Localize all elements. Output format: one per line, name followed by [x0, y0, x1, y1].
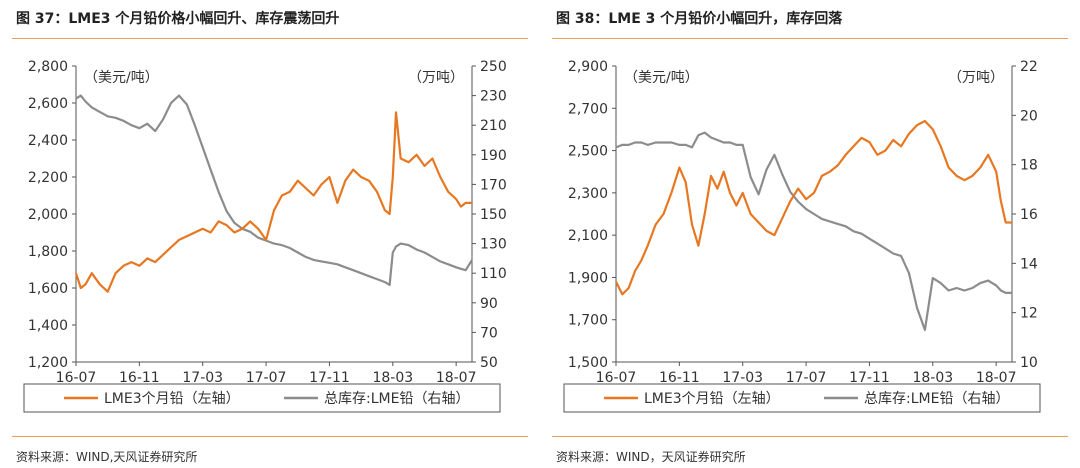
lead-price-line — [74, 111, 472, 293]
y-left-tick-label: 2,100 — [568, 228, 608, 244]
y-right-tick-label: 12 — [1020, 306, 1038, 322]
y-left-tick-label: 2,300 — [568, 186, 608, 202]
x-tick-label: 16-07 — [56, 370, 97, 386]
y-left-tick-label: 1,200 — [28, 355, 68, 371]
figure-38-source: 资料来源：WIND，天风证券研究所 — [556, 450, 746, 464]
lead-inventory-line — [75, 94, 473, 287]
right-unit-label: （万吨） — [408, 70, 464, 86]
y-left-tick-label: 2,500 — [568, 144, 608, 160]
y-right-tick-label: 16 — [1020, 207, 1038, 223]
y-right-tick-label: 210 — [480, 118, 507, 134]
x-tick-label: 17-03 — [722, 370, 763, 386]
y-right-tick-label: 22 — [1020, 59, 1038, 75]
x-tick-label: 17-03 — [182, 370, 223, 386]
figure-38-title: 图 38：LME 3 个月铅价小幅回升，库存回落 — [556, 11, 843, 27]
x-tick-label: 18-03 — [372, 370, 413, 386]
left-unit-label: （美元/吨） — [624, 70, 699, 86]
y-right-tick-label: 230 — [480, 89, 507, 105]
y-left-tick-label: 1,800 — [28, 244, 68, 260]
figure-37-chart: 1,200 1,400 1,600 1,800 2,000 2,200 2,400 2,600… — [23, 59, 507, 413]
figure-37-bottom-rule — [12, 436, 528, 437]
y-left-tick-label: 1,500 — [568, 355, 608, 371]
x-tick-label: 17-07 — [246, 370, 287, 386]
legend-inventory-label: 总库存:LME铅（右轴） — [324, 391, 469, 407]
y-right-tick-label: 50 — [480, 355, 498, 371]
y-left-tick-label: 1,900 — [568, 270, 608, 286]
y-right-tick-label: 90 — [480, 296, 498, 312]
x-tick-label: 17-11 — [309, 370, 350, 386]
y-right-tick-label: 110 — [480, 266, 507, 282]
x-tick-label: 17-11 — [849, 370, 890, 386]
y-left-tick-label: 2,000 — [28, 207, 68, 223]
figure-38-bottom-rule — [552, 436, 1068, 437]
legend-lead-label: LME3个月铅（左轴） — [644, 391, 780, 407]
x-tick-label: 18-07 — [436, 370, 477, 386]
x-tick-label: 17-07 — [786, 370, 827, 386]
y-left-tick-label: 2,400 — [28, 133, 68, 149]
y-right-tick-label: 20 — [1020, 108, 1038, 124]
y-right-tick-label: 18 — [1020, 158, 1038, 174]
y-left-tick-label: 1,600 — [28, 281, 68, 297]
y-right-tick-label: 150 — [480, 207, 507, 223]
y-right-tick-label: 190 — [480, 148, 507, 164]
figure-37-title: 图 37：LME3 个月铅价格小幅回升、库存震荡回升 — [16, 11, 340, 27]
y-left-tick-label: 2,700 — [568, 101, 608, 117]
figure-37-panel: 图 37：LME3 个月铅价格小幅回升、库存震荡回升 1,200 1,400 1,6… — [12, 0, 532, 468]
figure-37-top-rule — [12, 38, 528, 39]
figure-38-top-rule — [552, 38, 1068, 39]
y-right-tick-label: 70 — [480, 325, 498, 341]
lead-inventory-line — [615, 131, 1012, 331]
left-unit-label: （美元/吨） — [84, 70, 159, 86]
legend-inventory-label: 总库存:LME铅（右轴） — [864, 391, 1009, 407]
x-tick-label: 16-11 — [659, 370, 700, 386]
y-left-tick-label: 2,900 — [568, 59, 608, 75]
x-tick-label: 18-07 — [976, 370, 1017, 386]
y-right-tick-label: 10 — [1020, 355, 1038, 371]
y-right-tick-label: 14 — [1020, 256, 1038, 272]
figure-38-panel: 图 38：LME 3 个月铅价小幅回升，库存回落 1,500 1,700 1,900… — [552, 0, 1072, 468]
y-right-tick-label: 130 — [480, 237, 507, 253]
figure-38-chart: 1,500 1,700 1,900 2,100 2,300 2,500 2,700 2,900… — [563, 59, 1041, 413]
x-tick-label: 18-03 — [912, 370, 953, 386]
lead-price-line — [615, 119, 1012, 296]
right-unit-label: （万吨） — [948, 70, 1004, 86]
y-left-tick-label: 1,700 — [568, 313, 608, 329]
y-left-tick-label: 1,400 — [28, 318, 68, 334]
legend-box — [563, 383, 1041, 413]
legend-lead-label: LME3个月铅（左轴） — [104, 391, 240, 407]
y-right-tick-label: 250 — [480, 59, 507, 75]
y-right-tick-label: 170 — [480, 177, 507, 193]
x-tick-label: 16-07 — [596, 370, 637, 386]
legend-box — [23, 383, 501, 413]
figure-37-source: 资料来源：WIND,天风证券研究所 — [16, 450, 198, 464]
y-left-tick-label: 2,600 — [28, 96, 68, 112]
y-left-tick-label: 2,800 — [28, 59, 68, 75]
y-left-tick-label: 2,200 — [28, 170, 68, 186]
x-tick-label: 16-11 — [119, 370, 160, 386]
